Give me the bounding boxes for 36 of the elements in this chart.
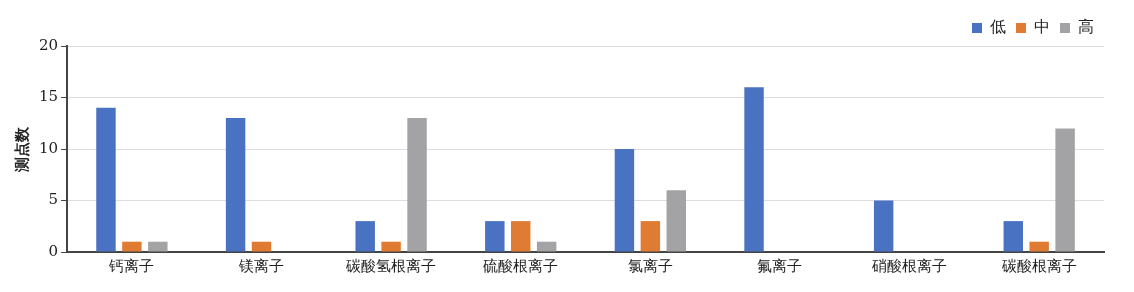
- y-axis-title: 测点数: [12, 125, 31, 173]
- y-tick-label: 5: [48, 190, 59, 209]
- bar: [407, 118, 427, 252]
- bar: [873, 200, 894, 252]
- bar: [485, 221, 505, 252]
- bar: [225, 118, 246, 252]
- bar: [640, 221, 661, 252]
- x-tick-label: 钙离子: [108, 256, 155, 275]
- bar: [122, 241, 142, 252]
- x-tick-label: 硫酸根离子: [483, 256, 559, 275]
- bar: [666, 190, 686, 252]
- x-tick-label: 硝酸根离子: [871, 256, 948, 275]
- x-tick-label: 碳酸根离子: [1000, 256, 1077, 275]
- bar: [1029, 241, 1049, 252]
- bar: [251, 241, 272, 252]
- bar: [148, 241, 168, 252]
- bar: [381, 241, 401, 252]
- bar: [744, 87, 764, 252]
- y-tick-label: 15: [38, 87, 59, 106]
- bar: [511, 221, 531, 252]
- x-tick-label: 氟离子: [757, 256, 803, 275]
- y-tick-label: 20: [38, 35, 59, 54]
- legend-label: 高: [1078, 17, 1094, 37]
- bar: [355, 221, 375, 252]
- bar: [1055, 128, 1075, 252]
- x-tick-label: 氯离子: [627, 256, 673, 275]
- legend-label: 中: [1034, 17, 1050, 37]
- x-tick-label: 碳酸氢根离子: [345, 256, 437, 275]
- bar: [536, 241, 557, 252]
- x-tick-label: 镁离子: [238, 256, 285, 275]
- bar: [614, 149, 635, 252]
- y-tick-label: 0: [48, 241, 59, 260]
- bar: [1003, 221, 1023, 252]
- legend-label: 低: [990, 17, 1006, 37]
- bar: [96, 107, 116, 252]
- y-tick-label: 10: [38, 138, 59, 157]
